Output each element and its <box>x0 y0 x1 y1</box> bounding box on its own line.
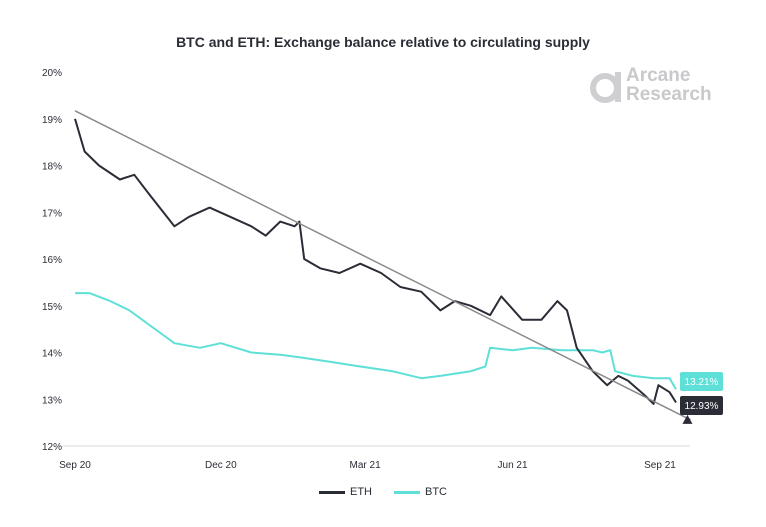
x-tick-label: Sep 21 <box>644 460 676 471</box>
legend-item-eth: ETH <box>319 486 372 498</box>
x-tick-label: Mar 21 <box>350 460 382 471</box>
legend-label-eth: ETH <box>350 486 372 498</box>
eth-swatch <box>319 490 345 494</box>
x-tick-label: Jun 21 <box>498 460 528 471</box>
trendline <box>74 110 691 421</box>
legend-label-btc: BTC <box>425 486 447 498</box>
y-tick-label: 18% <box>42 162 62 173</box>
legend: ETH BTC <box>0 486 766 498</box>
y-tick-label: 15% <box>42 302 62 313</box>
eth-end-label: 12.93% <box>685 401 719 412</box>
legend-item-btc: BTC <box>394 486 447 498</box>
trendline-arrow-icon <box>682 414 693 424</box>
chart-title: BTC and ETH: Exchange balance relative t… <box>176 34 590 50</box>
arcane-research-logo: Arcane Research <box>590 66 730 110</box>
y-tick-label: 20% <box>42 68 62 79</box>
x-tick-label: Sep 20 <box>59 460 91 471</box>
y-tick-label: 19% <box>42 115 62 126</box>
y-tick-label: 17% <box>42 208 62 219</box>
series-line-eth <box>74 118 677 405</box>
series-line-btc <box>75 292 677 390</box>
y-tick-label: 12% <box>42 442 62 453</box>
eth-end-label-box <box>680 396 723 415</box>
y-tick-label: 16% <box>42 255 62 266</box>
btc-swatch <box>394 490 420 494</box>
logo-text: Arcane Research <box>626 65 712 105</box>
y-tick-label: 13% <box>42 395 62 406</box>
btc-end-label: 13.21% <box>685 377 719 388</box>
y-tick-label: 14% <box>42 349 62 360</box>
logo-a-icon <box>590 72 621 103</box>
btc-end-label-box <box>680 372 723 391</box>
x-tick-label: Dec 20 <box>205 460 237 471</box>
